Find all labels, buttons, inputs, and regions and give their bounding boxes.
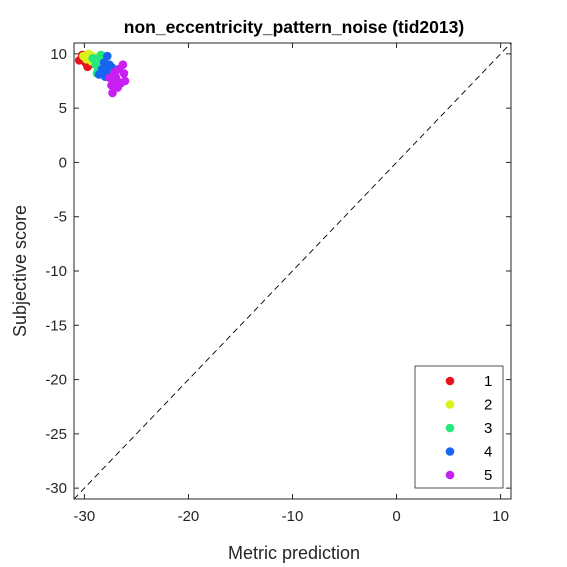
legend-marker: [445, 423, 455, 433]
series-5-points: [105, 60, 130, 98]
y-axis-ticks: 10 5 0 -5 -10 -15 -20 -25 -30: [45, 46, 511, 497]
y-tick-label: -30: [45, 480, 67, 497]
y-tick-label: -5: [54, 209, 67, 226]
data-point: [118, 60, 128, 70]
legend-marker: [445, 400, 455, 409]
legend-marker: [445, 470, 455, 480]
legend-label: 4: [484, 444, 492, 461]
x-axis-label: Metric prediction: [228, 543, 360, 563]
legend-label: 2: [484, 397, 492, 414]
data-point: [88, 53, 98, 63]
x-tick-label: 0: [392, 508, 400, 525]
x-axis-ticks: -30 -20 -10 0 10: [74, 43, 509, 525]
legend-box: [414, 365, 504, 489]
x-tick-label: -30: [74, 508, 96, 525]
legend-label: 1: [484, 373, 492, 390]
y-axis-label: Subjective score: [10, 205, 30, 337]
legend: 1 2 3 4 5: [414, 365, 504, 489]
y-tick-label: -15: [45, 317, 67, 334]
data-points: [74, 49, 130, 98]
x-tick-label: -20: [178, 508, 200, 525]
legend-marker: [445, 447, 455, 456]
data-point: [102, 51, 112, 61]
x-tick-label: 10: [492, 508, 509, 525]
y-tick-label: 5: [59, 100, 67, 117]
y-tick-label: 0: [59, 154, 67, 171]
y-tick-label: -25: [45, 426, 67, 443]
identity-reference-line: [73, 42, 512, 500]
legend-marker: [445, 376, 455, 386]
data-point: [119, 69, 129, 78]
data-point: [113, 83, 122, 92]
plot-frame: [73, 42, 512, 500]
y-tick-label: -20: [45, 372, 67, 389]
legend-label: 3: [484, 420, 492, 437]
chart-title: non_eccentricity_pattern_noise (tid2013): [124, 17, 464, 37]
data-point: [111, 72, 120, 81]
legend-label: 5: [484, 467, 492, 484]
y-tick-label: -10: [45, 263, 67, 280]
data-point: [120, 76, 130, 86]
y-tick-label: 10: [50, 46, 67, 63]
x-tick-label: -10: [282, 508, 304, 525]
data-point: [108, 88, 117, 98]
